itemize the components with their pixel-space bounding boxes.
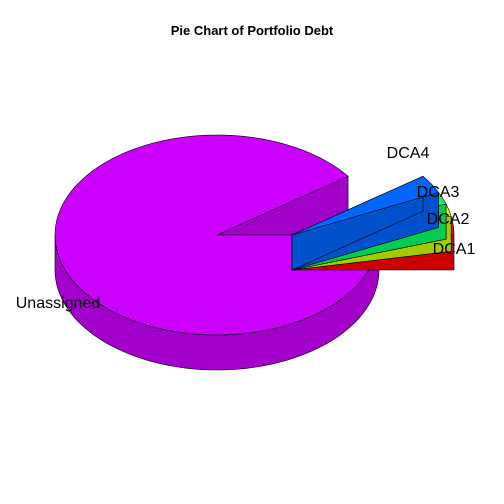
pie-label-unassigned: Unassigned [16,295,101,312]
pie-label-dca3: DCA3 [417,184,460,201]
pie-slices [54,134,455,371]
pie-slice-top [54,134,380,336]
pie-label-dca2: DCA2 [427,211,470,228]
pie-slice-dca4 [291,175,440,271]
pie-slice-top [291,175,440,236]
pie-label-dca1: DCA1 [433,241,476,258]
pie-label-dca4: DCA4 [387,145,430,162]
pie-labels: DCA1 DCA2 DCA3 DCA4 Unassigned [16,145,476,312]
chart-title: Pie Chart of Portfolio Debt [171,23,334,38]
